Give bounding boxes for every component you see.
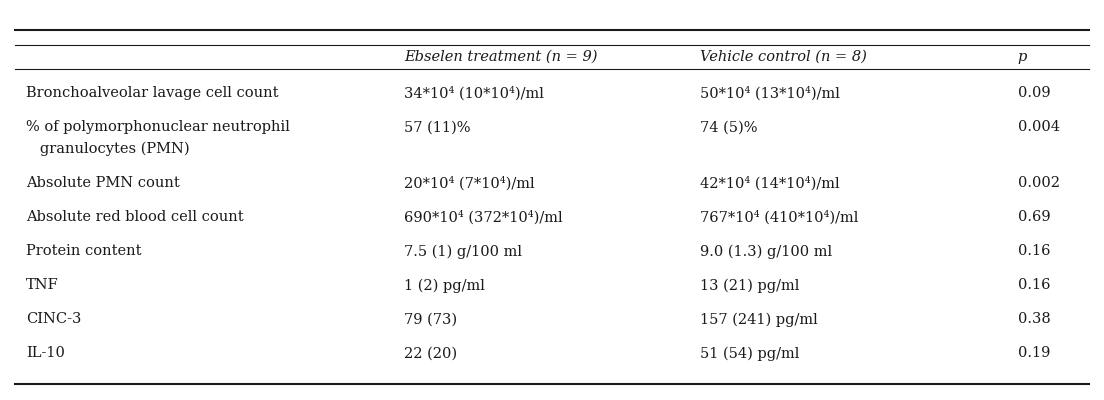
Text: 34*10⁴ (10*10⁴)/ml: 34*10⁴ (10*10⁴)/ml	[404, 86, 544, 101]
Text: CINC-3: CINC-3	[26, 312, 82, 326]
Text: Vehicle control (n = 8): Vehicle control (n = 8)	[700, 50, 867, 64]
Text: 9.0 (1.3) g/100 ml: 9.0 (1.3) g/100 ml	[700, 244, 832, 259]
Text: 7.5 (1) g/100 ml: 7.5 (1) g/100 ml	[404, 244, 522, 259]
Text: 0.38: 0.38	[1018, 312, 1050, 326]
Text: 22 (20): 22 (20)	[404, 346, 457, 360]
Text: 0.16: 0.16	[1018, 244, 1050, 258]
Text: 50*10⁴ (13*10⁴)/ml: 50*10⁴ (13*10⁴)/ml	[700, 86, 840, 101]
Text: 767*10⁴ (410*10⁴)/ml: 767*10⁴ (410*10⁴)/ml	[700, 210, 858, 224]
Text: 42*10⁴ (14*10⁴)/ml: 42*10⁴ (14*10⁴)/ml	[700, 176, 839, 190]
Text: 0.09: 0.09	[1018, 86, 1050, 100]
Text: p: p	[1018, 50, 1027, 64]
Text: 57 (11)%: 57 (11)%	[404, 120, 470, 134]
Text: granulocytes (PMN): granulocytes (PMN)	[26, 142, 190, 156]
Text: 51 (54) pg/ml: 51 (54) pg/ml	[700, 346, 799, 361]
Text: 79 (73): 79 (73)	[404, 312, 457, 326]
Text: 0.002: 0.002	[1018, 176, 1060, 190]
Text: 20*10⁴ (7*10⁴)/ml: 20*10⁴ (7*10⁴)/ml	[404, 176, 534, 190]
Text: 690*10⁴ (372*10⁴)/ml: 690*10⁴ (372*10⁴)/ml	[404, 210, 563, 224]
Text: 0.19: 0.19	[1018, 346, 1050, 360]
Text: 13 (21) pg/ml: 13 (21) pg/ml	[700, 278, 799, 293]
Text: 0.69: 0.69	[1018, 210, 1050, 224]
Text: 74 (5)%: 74 (5)%	[700, 120, 757, 134]
Text: 0.16: 0.16	[1018, 278, 1050, 292]
Text: TNF: TNF	[26, 278, 59, 292]
Text: Bronchoalveolar lavage cell count: Bronchoalveolar lavage cell count	[26, 86, 278, 100]
Text: Absolute PMN count: Absolute PMN count	[26, 176, 180, 190]
Text: Ebselen treatment (n = 9): Ebselen treatment (n = 9)	[404, 50, 597, 64]
Text: 157 (241) pg/ml: 157 (241) pg/ml	[700, 312, 818, 327]
Text: % of polymorphonuclear neutrophil: % of polymorphonuclear neutrophil	[26, 120, 290, 134]
Text: IL-10: IL-10	[26, 346, 65, 360]
Text: Absolute red blood cell count: Absolute red blood cell count	[26, 210, 244, 224]
Text: Protein content: Protein content	[26, 244, 141, 258]
Text: 0.004: 0.004	[1018, 120, 1060, 134]
Text: 1 (2) pg/ml: 1 (2) pg/ml	[404, 278, 485, 293]
